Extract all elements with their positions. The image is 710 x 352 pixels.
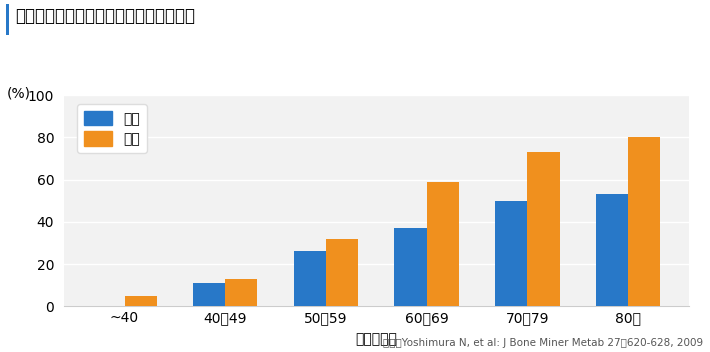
Bar: [628, 137, 660, 306]
Bar: [193, 283, 225, 306]
Text: 出典：Yoshimura N, et al: J Bone Miner Metab 27：620-628, 2009: 出典：Yoshimura N, et al: J Bone Miner Meta…: [383, 339, 703, 348]
Bar: [596, 194, 628, 306]
Bar: [528, 152, 559, 306]
Text: (%): (%): [7, 86, 31, 100]
Bar: [495, 201, 528, 306]
Bar: [427, 182, 459, 306]
Legend: 男性, 女性: 男性, 女性: [77, 104, 147, 153]
Bar: [294, 251, 326, 306]
Text: 変形性膝関節症の性別・年齢別の罹患率: 変形性膝関節症の性別・年齢別の罹患率: [16, 7, 196, 25]
Bar: [124, 296, 157, 306]
Bar: [395, 228, 427, 306]
X-axis label: 年齢（歳）: 年齢（歳）: [356, 332, 397, 346]
Bar: [326, 239, 358, 306]
Bar: [225, 279, 258, 306]
